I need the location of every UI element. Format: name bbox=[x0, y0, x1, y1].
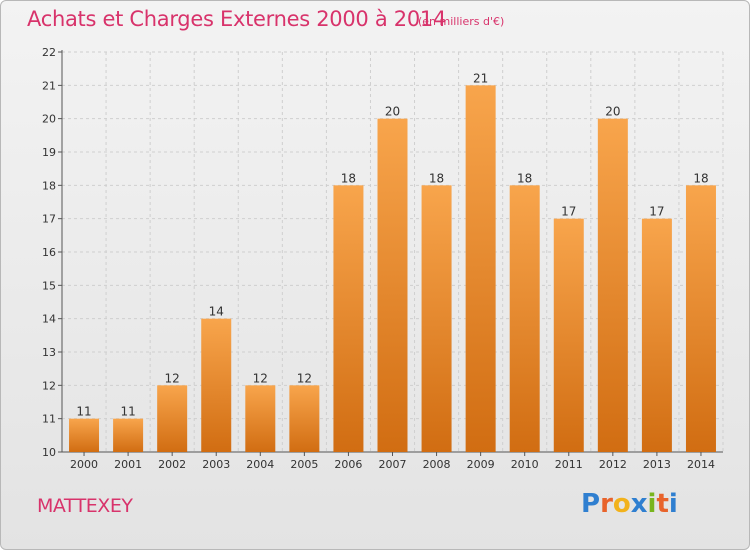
x-tick-label: 2002 bbox=[158, 458, 186, 471]
x-tick-label: 2009 bbox=[467, 458, 495, 471]
y-tick-label: 22 bbox=[42, 46, 56, 59]
bar-value-label: 17 bbox=[649, 205, 664, 219]
bar bbox=[113, 418, 144, 452]
bar-value-label: 11 bbox=[120, 405, 135, 419]
bar bbox=[553, 218, 584, 452]
logo-letter: o bbox=[612, 489, 631, 519]
bar bbox=[465, 85, 496, 452]
bar-value-label: 14 bbox=[209, 305, 224, 319]
logo-letter: r bbox=[600, 489, 613, 519]
x-tick-label: 2011 bbox=[555, 458, 583, 471]
x-tick-label: 2000 bbox=[70, 458, 98, 471]
bar bbox=[685, 185, 716, 453]
x-tick-label: 2004 bbox=[246, 458, 274, 471]
chart-title: Achats et Charges Externes 2000 à 2014 bbox=[27, 7, 447, 31]
y-tick-label: 20 bbox=[42, 113, 56, 126]
bar bbox=[641, 218, 672, 452]
x-tick-label: 2010 bbox=[511, 458, 539, 471]
logo-letter: x bbox=[630, 489, 648, 519]
bar-value-label: 20 bbox=[605, 105, 620, 119]
x-tick-label: 2008 bbox=[423, 458, 451, 471]
x-tick-label: 2012 bbox=[599, 458, 627, 471]
x-tick-label: 2006 bbox=[334, 458, 362, 471]
y-tick-label: 15 bbox=[42, 279, 56, 292]
y-tick-label: 10 bbox=[42, 446, 56, 459]
y-tick-label: 21 bbox=[42, 79, 56, 92]
y-tick-label: 11 bbox=[42, 413, 56, 426]
bar-value-label: 11 bbox=[76, 405, 91, 419]
bar bbox=[157, 385, 188, 452]
bar bbox=[201, 318, 232, 452]
chart-unit: (en milliers d'€) bbox=[418, 15, 505, 28]
bar-value-label: 20 bbox=[385, 105, 400, 119]
y-tick-label: 16 bbox=[42, 246, 56, 259]
bar bbox=[421, 185, 452, 453]
logo-letter: t bbox=[656, 489, 669, 519]
bar-value-label: 18 bbox=[693, 171, 708, 185]
y-tick-label: 14 bbox=[42, 313, 56, 326]
logo-letter: i bbox=[668, 489, 678, 519]
bar-value-label: 18 bbox=[429, 171, 444, 185]
y-tick-label: 19 bbox=[42, 146, 56, 159]
y-tick-label: 17 bbox=[42, 213, 56, 226]
y-tick-label: 18 bbox=[42, 179, 56, 192]
bar-value-label: 18 bbox=[517, 171, 532, 185]
bar bbox=[597, 118, 628, 453]
x-tick-label: 2005 bbox=[290, 458, 318, 471]
bar-value-label: 17 bbox=[561, 205, 576, 219]
bar-value-label: 21 bbox=[473, 71, 488, 85]
proxiti-logo[interactable]: Proxiti bbox=[581, 489, 678, 519]
x-tick-label: 2014 bbox=[687, 458, 715, 471]
logo-letter: P bbox=[581, 489, 601, 519]
bar-value-label: 18 bbox=[341, 171, 356, 185]
x-tick-label: 2013 bbox=[643, 458, 671, 471]
logo-letter: i bbox=[647, 489, 657, 519]
bar-value-label: 12 bbox=[165, 371, 180, 385]
bar-value-label: 12 bbox=[297, 371, 312, 385]
y-tick-label: 12 bbox=[42, 379, 56, 392]
bar bbox=[333, 185, 364, 453]
y-tick-label: 13 bbox=[42, 346, 56, 359]
bars bbox=[69, 85, 716, 453]
bar bbox=[377, 118, 408, 453]
commune-name: MATTEXEY bbox=[37, 495, 133, 517]
bar bbox=[245, 385, 276, 452]
bar-value-label: 12 bbox=[253, 371, 268, 385]
bar bbox=[289, 385, 320, 452]
bar bbox=[509, 185, 540, 453]
x-tick-label: 2003 bbox=[202, 458, 230, 471]
x-tick-label: 2001 bbox=[114, 458, 142, 471]
bar bbox=[69, 418, 100, 452]
x-tick-label: 2007 bbox=[379, 458, 407, 471]
data-labels: 11 11 12 14 12 12 18 20 18 21 18 17 20 17 18 bbox=[76, 71, 708, 418]
